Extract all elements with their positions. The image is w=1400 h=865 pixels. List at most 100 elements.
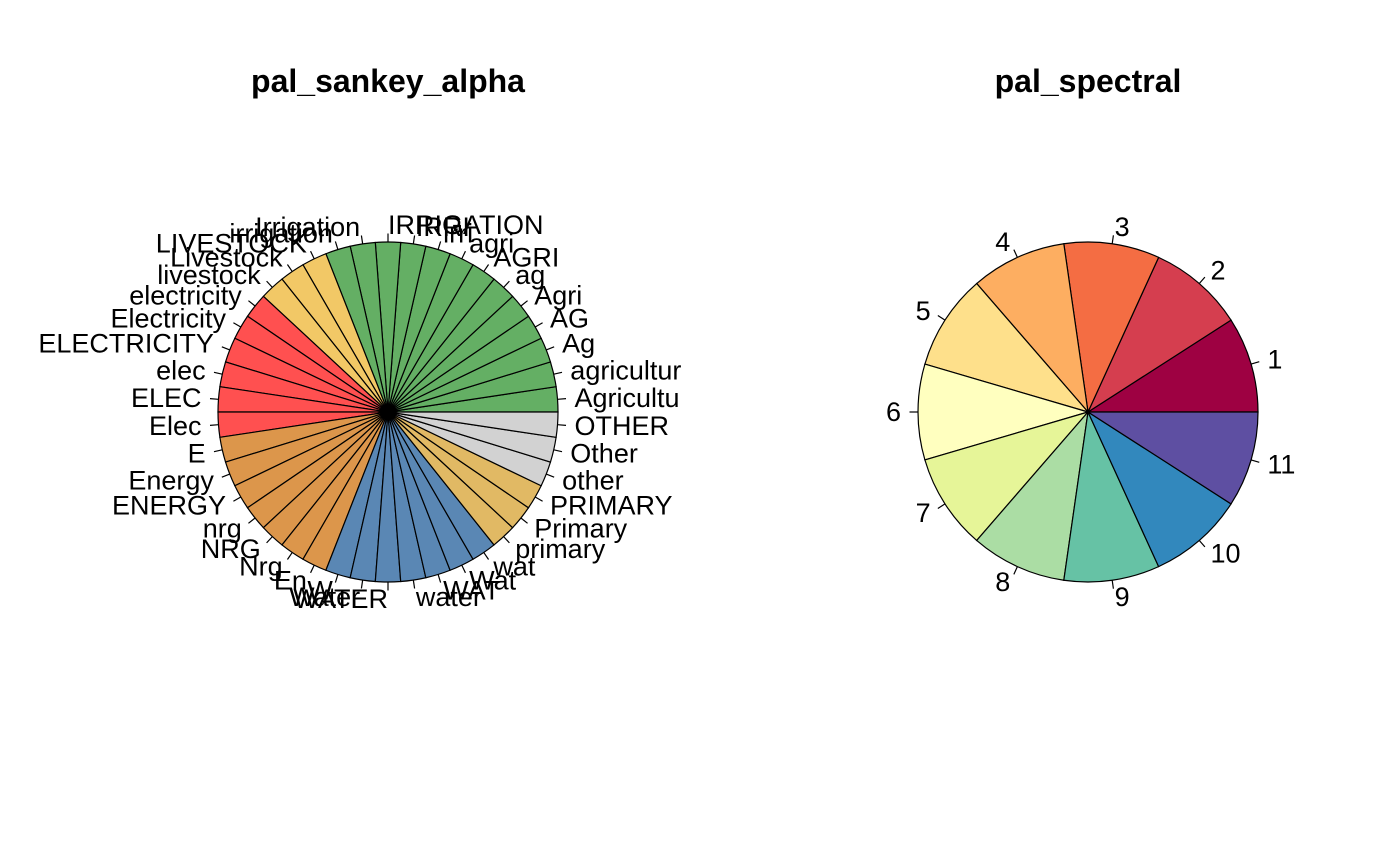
sankey-tick-33 <box>412 580 416 589</box>
sankey-tick-31 <box>360 580 364 589</box>
sankey-label-26: nrg <box>203 514 242 544</box>
spectral-label-11: 11 <box>1267 450 1295 480</box>
sankey-tick-22 <box>209 424 219 426</box>
sankey-tick-20 <box>213 371 223 375</box>
sankey-tick-41 <box>553 449 563 453</box>
sankey-tick-14 <box>310 250 315 260</box>
sankey-label-2: agricultur <box>570 355 681 385</box>
spectral-slice-6 <box>917 363 1091 461</box>
sankey-tick-42 <box>557 424 567 426</box>
sankey-tick-16 <box>266 280 273 288</box>
sankey-tick-25 <box>233 496 242 502</box>
sankey-tick-7 <box>483 264 490 272</box>
sankey-label-31: Water <box>289 582 360 612</box>
sankey-tick-30 <box>334 574 339 583</box>
sankey-label-17: electricity <box>129 280 242 310</box>
sankey-label-33: water <box>415 582 482 612</box>
sankey-label-38: Primary <box>534 514 627 544</box>
sankey-tick-37 <box>503 536 510 544</box>
pie-spectral: 1 2 3 4 5 6 7 8 9 10 11 <box>886 212 1295 612</box>
spectral-slice-2 <box>1086 256 1232 414</box>
sankey-tick-15 <box>286 264 293 272</box>
sankey-label-40: other <box>562 465 624 495</box>
spectral-tick-2 <box>1198 276 1206 284</box>
spectral-slice-5 <box>924 282 1090 414</box>
chart-title-spectral: pal_spectral <box>995 63 1182 99</box>
sankey-tick-21 <box>209 398 219 400</box>
sankey-tick-27 <box>266 536 273 544</box>
sankey-label-11: IRRIGATION <box>388 210 544 240</box>
sankey-label-36: wat <box>492 552 536 582</box>
sankey-label-6: ag <box>515 260 545 290</box>
spectral-tick-4 <box>1013 249 1018 258</box>
spectral-tick-5 <box>937 314 946 321</box>
spectral-label-3: 3 <box>1115 212 1130 242</box>
spectral-label-1: 1 <box>1267 344 1282 374</box>
sankey-label-10: IRRI <box>416 212 470 242</box>
spectral-slice-1 <box>1085 319 1259 413</box>
sankey-label-30: W <box>307 576 333 606</box>
spectral-slice-3 <box>1063 241 1160 415</box>
spectral-tick-9 <box>1111 580 1114 589</box>
sankey-label-22: Elec <box>149 411 202 441</box>
sankey-tick-10 <box>412 235 416 244</box>
sankey-tick-5 <box>520 300 528 307</box>
spectral-slice-11 <box>1085 411 1259 505</box>
sankey-tick-38 <box>520 517 528 524</box>
sankey-label-3: Ag <box>562 329 595 359</box>
sankey-tick-40 <box>546 473 555 478</box>
sankey-label-4: AG <box>550 304 589 334</box>
sankey-label-5: Agri <box>534 280 582 310</box>
sankey-tick-23 <box>213 449 223 453</box>
sankey-label-16: livestock <box>157 260 261 290</box>
sankey-tick-13 <box>334 241 339 250</box>
spectral-tick-3 <box>1111 235 1114 244</box>
sankey-tick-2 <box>553 371 563 375</box>
spectral-tick-11 <box>1250 459 1260 463</box>
sankey-tick-6 <box>503 280 510 288</box>
sankey-tick-8 <box>461 250 466 260</box>
sankey-tick-28 <box>286 552 293 560</box>
spectral-label-2: 2 <box>1210 256 1225 286</box>
chart-title-sankey: pal_sankey_alpha <box>251 63 525 99</box>
sankey-tick-39 <box>534 496 543 502</box>
sankey-tick-35 <box>461 564 466 574</box>
sankey-tick-9 <box>437 241 442 250</box>
spectral-slice-8 <box>975 410 1089 581</box>
spectral-label-8: 8 <box>995 567 1010 597</box>
sankey-label-27: NRG <box>201 534 261 564</box>
sankey-label-7: AGRI <box>493 242 559 272</box>
sankey-label-41: Other <box>570 439 638 469</box>
sankey-tick-1 <box>557 398 567 400</box>
sankey-label-12: Irrigation <box>255 212 360 242</box>
spectral-tick-7 <box>937 503 946 510</box>
spectral-tick-8 <box>1013 566 1018 575</box>
sankey-label-9: irri <box>443 218 473 248</box>
spectral-label-7: 7 <box>916 498 931 528</box>
sankey-tick-24 <box>221 473 230 478</box>
sankey-label-8: agri <box>469 229 514 259</box>
sankey-label-34: WAT <box>443 576 500 606</box>
sankey-label-28: Nrg <box>239 552 283 582</box>
sankey-tick-12 <box>360 235 364 244</box>
sankey-tick-36 <box>483 552 490 560</box>
sankey-label-25: ENERGY <box>112 491 226 521</box>
spectral-label-4: 4 <box>995 227 1010 257</box>
sankey-tick-29 <box>310 564 315 574</box>
sankey-tick-34 <box>437 574 442 583</box>
spectral-slice-7 <box>924 410 1090 542</box>
spectral-label-9: 9 <box>1115 582 1130 612</box>
sankey-label-19: ELECTRICITY <box>38 329 214 359</box>
sankey-label-42: OTHER <box>574 411 669 441</box>
sankey-label-32: WATER <box>294 584 389 614</box>
spectral-label-5: 5 <box>916 296 931 326</box>
sankey-label-15: Livestock <box>170 242 283 272</box>
sankey-tick-19 <box>221 346 230 351</box>
sankey-label-18: Electricity <box>111 304 227 334</box>
spectral-label-6: 6 <box>886 397 901 427</box>
sankey-label-1: Agricultu <box>574 383 679 413</box>
sankey-tick-26 <box>248 517 256 524</box>
sankey-label-20: elec <box>156 355 206 385</box>
spectral-slice-9 <box>1063 409 1160 583</box>
sankey-label-23: E <box>188 439 206 469</box>
